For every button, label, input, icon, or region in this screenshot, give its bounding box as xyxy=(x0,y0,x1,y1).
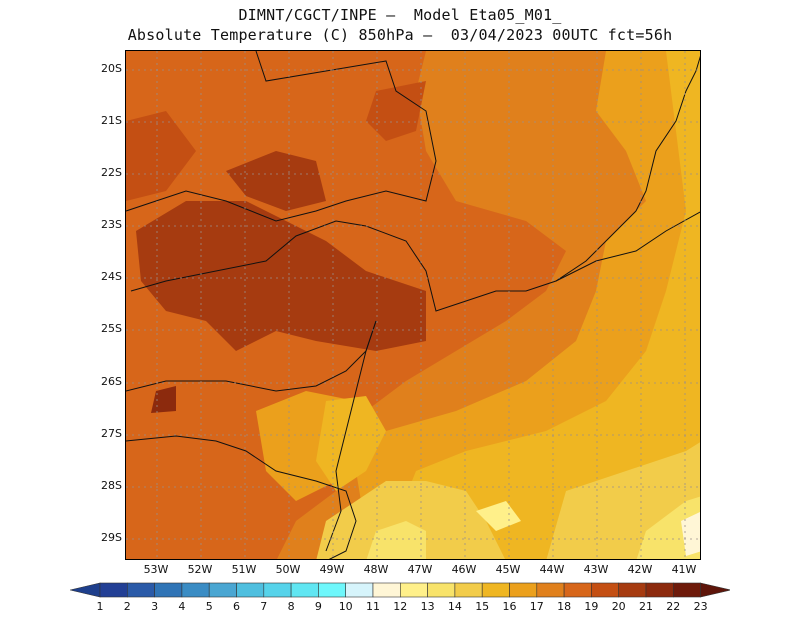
temperature-field xyxy=(126,51,700,559)
lon-label: 42W xyxy=(627,563,653,576)
coastline-rj xyxy=(555,211,700,282)
lat-label: 29S xyxy=(101,531,122,544)
lon-label: 48W xyxy=(363,563,389,576)
coastline-north xyxy=(130,55,700,312)
colorbar-box xyxy=(154,582,183,598)
field-band-19 xyxy=(366,81,426,141)
colorbar-label: 13 xyxy=(420,600,435,613)
colorbar-label: 7 xyxy=(260,600,268,613)
lat-label: 26S xyxy=(101,375,122,388)
colorbar-label: 1 xyxy=(96,600,104,613)
colorbar-box xyxy=(563,582,592,598)
lon-label: 50W xyxy=(275,563,301,576)
colorbar-box xyxy=(427,582,456,598)
lat-label: 23S xyxy=(101,218,122,231)
field-band-19b xyxy=(126,111,196,201)
grid-lines xyxy=(126,51,700,559)
colorbar-label: 16 xyxy=(502,600,517,613)
lat-label: 25S xyxy=(101,322,122,335)
colorbar-box xyxy=(536,582,565,598)
lon-label: 53W xyxy=(143,563,169,576)
colorbar-label: 12 xyxy=(393,600,408,613)
lon-label: 45W xyxy=(495,563,521,576)
lat-label: 24S xyxy=(101,270,122,283)
lon-label: 41W xyxy=(671,563,697,576)
colorbar-label: 4 xyxy=(178,600,186,613)
chart-title-line2: Absolute Temperature (C) 850hPa — 03/04/… xyxy=(127,26,673,44)
colorbar-label: 17 xyxy=(529,600,544,613)
lon-label: 51W xyxy=(231,563,257,576)
colorbar-box xyxy=(481,582,510,598)
field-band-20 xyxy=(136,201,426,351)
lon-label: 52W xyxy=(187,563,213,576)
lon-label: 43W xyxy=(583,563,609,576)
colorbar-label: 14 xyxy=(447,600,462,613)
colorbar-arrow-above xyxy=(700,582,730,598)
coastline-south xyxy=(325,320,377,552)
field-band-20b xyxy=(226,151,326,211)
border-mg-sp xyxy=(126,51,437,222)
colorbar-box xyxy=(318,582,346,598)
colorbar-label: 15 xyxy=(475,600,490,613)
colorbar-label: 11 xyxy=(366,600,380,613)
colorbar-label: 10 xyxy=(338,600,353,613)
lon-label: 44W xyxy=(539,563,565,576)
border-sc-rs xyxy=(126,435,357,559)
border-pr-sc xyxy=(126,320,377,392)
field-band-15b xyxy=(316,396,386,491)
field-band-11 xyxy=(681,511,700,556)
colorbar-label: 22 xyxy=(666,600,681,613)
lon-label: 46W xyxy=(451,563,477,576)
colorbar-arrow-below xyxy=(70,582,101,598)
colorbar-box xyxy=(399,582,428,598)
colorbar-box xyxy=(672,582,701,598)
colorbar-box xyxy=(208,582,237,598)
field-band-13b xyxy=(636,496,700,559)
colorbar-box xyxy=(263,582,292,598)
field-band-14 xyxy=(316,481,505,559)
field-band-12 xyxy=(476,501,521,531)
field-band-13 xyxy=(366,521,426,559)
colorbar-label: 18 xyxy=(557,600,572,613)
lon-label: 47W xyxy=(407,563,433,576)
colorbar-box xyxy=(345,582,374,598)
colorbar-label: 20 xyxy=(611,600,626,613)
colorbar-box xyxy=(618,582,647,598)
colorbar-box xyxy=(126,582,155,598)
colorbar-label: 9 xyxy=(314,600,322,613)
colorbar-label: 6 xyxy=(233,600,240,613)
chart-title-line1: DIMNT/CGCT/INPE — Model Eta05_M01_ xyxy=(238,6,562,24)
lon-label: 49W xyxy=(319,563,345,576)
colorbar-box xyxy=(454,582,483,598)
lat-label: 28S xyxy=(101,479,122,492)
colorbar-label: 21 xyxy=(639,600,653,613)
lat-label: 27S xyxy=(101,427,122,440)
colorbar-box xyxy=(372,582,401,598)
colorbar-label: 3 xyxy=(151,600,159,613)
colorbar-box xyxy=(645,582,674,598)
colorbar-box xyxy=(509,582,538,598)
colorbar-box xyxy=(99,582,128,598)
colorbar-box xyxy=(290,582,319,598)
lat-label: 20S xyxy=(101,62,122,75)
colorbar-label: 19 xyxy=(584,600,599,613)
colorbar-label: 5 xyxy=(205,600,213,613)
colorbar-label: 2 xyxy=(123,600,131,613)
lat-label: 22S xyxy=(101,166,122,179)
colorbar-label: 23 xyxy=(693,600,708,613)
colorbar-label: 8 xyxy=(287,600,295,613)
lat-label: 21S xyxy=(101,114,122,127)
colorbar-box xyxy=(591,582,620,598)
colorbar xyxy=(70,582,730,598)
field-band-15 xyxy=(377,51,700,559)
temperature-map xyxy=(125,50,701,560)
colorbar-box xyxy=(236,582,265,598)
colorbar-box xyxy=(181,582,210,598)
